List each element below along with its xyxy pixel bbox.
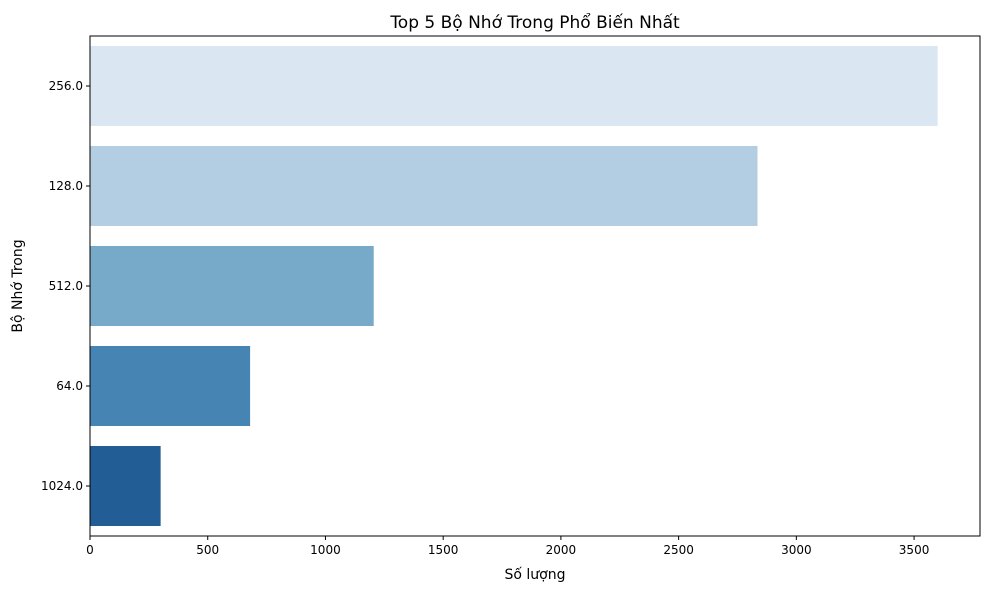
y-tick-label: 512.0 bbox=[49, 279, 83, 293]
x-axis-ticks: 0 500 1000 1500 2000 2500 3000 3500 bbox=[86, 536, 929, 557]
bar-2 bbox=[90, 246, 374, 326]
x-tick-label: 2500 bbox=[663, 543, 694, 557]
x-tick-label: 1500 bbox=[428, 543, 459, 557]
y-tick-label: 1024.0 bbox=[41, 479, 83, 493]
bar-4 bbox=[90, 446, 161, 526]
y-tick-label: 256.0 bbox=[49, 79, 83, 93]
plot-frame bbox=[89, 35, 981, 537]
y-tick-label: 64.0 bbox=[56, 379, 83, 393]
y-axis-title: Bộ Nhớ Trong bbox=[10, 239, 26, 332]
bars bbox=[90, 46, 938, 526]
x-tick-label: 0 bbox=[86, 543, 94, 557]
x-tick-label: 3500 bbox=[899, 543, 930, 557]
bar-1 bbox=[90, 146, 758, 226]
y-axis-ticks: 256.0 128.0 512.0 64.0 1024.0 bbox=[41, 79, 90, 493]
x-tick-label: 500 bbox=[196, 543, 219, 557]
bar-0 bbox=[90, 46, 938, 126]
x-tick-label: 2000 bbox=[546, 543, 577, 557]
x-axis-title: Số lượng bbox=[505, 566, 566, 583]
chart-title: Top 5 Bộ Nhớ Trong Phổ Biến Nhất bbox=[389, 12, 680, 33]
y-tick-label: 128.0 bbox=[49, 179, 83, 193]
x-tick-label: 1000 bbox=[310, 543, 341, 557]
x-tick-label: 3000 bbox=[781, 543, 812, 557]
bar-3 bbox=[90, 346, 251, 426]
